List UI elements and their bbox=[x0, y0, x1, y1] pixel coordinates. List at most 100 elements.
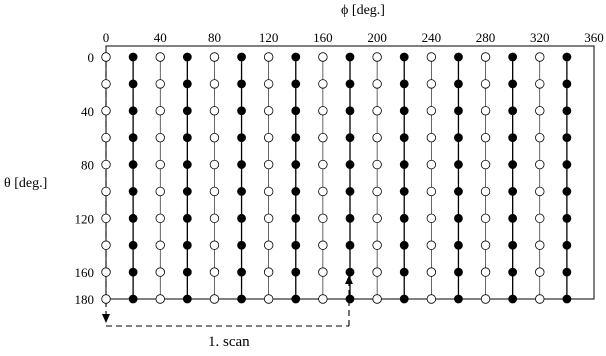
filled-sample-point bbox=[291, 106, 301, 116]
filled-sample-point bbox=[128, 213, 138, 223]
open-sample-point bbox=[263, 79, 274, 89]
filled-sample-point bbox=[237, 133, 246, 143]
open-sample-point bbox=[480, 294, 491, 304]
open-sample-point bbox=[209, 132, 220, 143]
open-sample-point bbox=[209, 267, 220, 277]
open-sample-point bbox=[155, 79, 165, 89]
filled-sample-point bbox=[182, 213, 192, 223]
open-sample-point bbox=[101, 240, 111, 250]
filled-sample-point bbox=[454, 240, 463, 250]
filled-sample-point bbox=[508, 294, 518, 304]
filled-sample-point bbox=[291, 294, 301, 304]
filled-sample-point bbox=[508, 187, 518, 196]
filled-sample-point bbox=[345, 160, 355, 169]
filled-sample-point bbox=[345, 106, 355, 116]
open-sample-point bbox=[155, 132, 165, 143]
open-sample-point bbox=[426, 79, 437, 89]
open-sample-point bbox=[101, 159, 111, 170]
open-sample-point bbox=[535, 132, 545, 143]
open-sample-point bbox=[155, 294, 165, 304]
open-sample-point bbox=[101, 52, 111, 62]
filled-sample-point bbox=[237, 213, 246, 223]
filled-sample-point bbox=[345, 52, 355, 62]
open-sample-point bbox=[263, 294, 274, 304]
open-sample-point bbox=[426, 240, 437, 250]
filled-sample-point bbox=[562, 213, 572, 223]
open-sample-point bbox=[318, 267, 328, 277]
filled-sample-point bbox=[562, 240, 572, 250]
filled-sample-point bbox=[128, 267, 138, 277]
open-sample-point bbox=[426, 294, 437, 304]
open-sample-point bbox=[101, 132, 111, 143]
filled-sample-point bbox=[399, 79, 409, 89]
filled-sample-point bbox=[345, 187, 355, 196]
filled-sample-point bbox=[508, 106, 518, 116]
open-sample-point bbox=[426, 106, 437, 116]
open-sample-point bbox=[209, 294, 220, 304]
filled-sample-point bbox=[562, 106, 572, 116]
theta-tick-label: 160 bbox=[75, 265, 95, 280]
filled-sample-point bbox=[345, 79, 355, 89]
filled-sample-point bbox=[237, 187, 246, 196]
filled-sample-point bbox=[399, 294, 409, 304]
open-sample-point bbox=[101, 79, 111, 89]
open-sample-point bbox=[372, 267, 382, 277]
open-sample-point bbox=[155, 106, 165, 116]
filled-sample-point bbox=[182, 106, 192, 116]
theta-tick-label: 80 bbox=[81, 158, 94, 173]
phi-tick-label: 280 bbox=[476, 30, 496, 45]
phi-tick-label: 160 bbox=[313, 30, 333, 45]
filled-sample-point bbox=[345, 294, 355, 304]
filled-sample-point bbox=[562, 267, 572, 277]
open-sample-point bbox=[372, 106, 382, 116]
open-sample-point bbox=[480, 159, 491, 170]
filled-sample-point bbox=[399, 160, 409, 169]
phi-tick-label: 360 bbox=[584, 30, 604, 45]
filled-sample-point bbox=[237, 52, 246, 62]
filled-sample-point bbox=[562, 160, 572, 169]
scan-label: 1. scan bbox=[208, 334, 250, 350]
theta-tick-label: 0 bbox=[88, 50, 95, 65]
filled-sample-point bbox=[508, 160, 518, 169]
open-sample-point bbox=[209, 52, 220, 62]
filled-sample-point bbox=[399, 213, 409, 223]
open-sample-point bbox=[101, 186, 111, 197]
filled-sample-point bbox=[291, 213, 301, 223]
filled-sample-point bbox=[454, 79, 463, 89]
filled-sample-point bbox=[291, 240, 301, 250]
filled-sample-point bbox=[128, 106, 138, 116]
open-sample-point bbox=[155, 267, 165, 277]
filled-sample-point bbox=[454, 160, 463, 169]
open-sample-point bbox=[480, 79, 491, 89]
phi-column-lines bbox=[132, 57, 568, 299]
open-sample-point bbox=[318, 213, 328, 224]
filled-sample-point bbox=[508, 240, 518, 250]
phi-tick-label: 320 bbox=[530, 30, 550, 45]
open-sample-point bbox=[263, 213, 274, 224]
open-sample-point bbox=[263, 159, 274, 170]
open-sample-point bbox=[101, 294, 111, 304]
open-sample-point bbox=[209, 213, 220, 224]
open-sample-point bbox=[372, 186, 382, 197]
theta-tick-label: 40 bbox=[81, 104, 94, 119]
open-sample-point bbox=[426, 267, 437, 277]
open-sample-point bbox=[318, 159, 328, 170]
filled-sample-point bbox=[182, 79, 192, 89]
filled-sample-point bbox=[399, 52, 409, 62]
filled-sample-point bbox=[508, 267, 518, 277]
open-sample-point bbox=[480, 52, 491, 62]
open-sample-point bbox=[263, 52, 274, 62]
open-sample-point bbox=[372, 132, 382, 143]
filled-sample-point bbox=[237, 160, 246, 169]
filled-sample-point bbox=[237, 294, 246, 304]
filled-sample-point bbox=[291, 133, 301, 143]
open-sample-point bbox=[480, 132, 491, 143]
open-sample-point bbox=[263, 106, 274, 116]
open-sample-point bbox=[209, 159, 220, 170]
phi-tick-label: 0 bbox=[103, 30, 110, 45]
filled-sample-point bbox=[291, 79, 301, 89]
open-sample-point bbox=[426, 186, 437, 197]
open-sample-point bbox=[318, 52, 328, 62]
open-sample-point bbox=[318, 106, 328, 116]
